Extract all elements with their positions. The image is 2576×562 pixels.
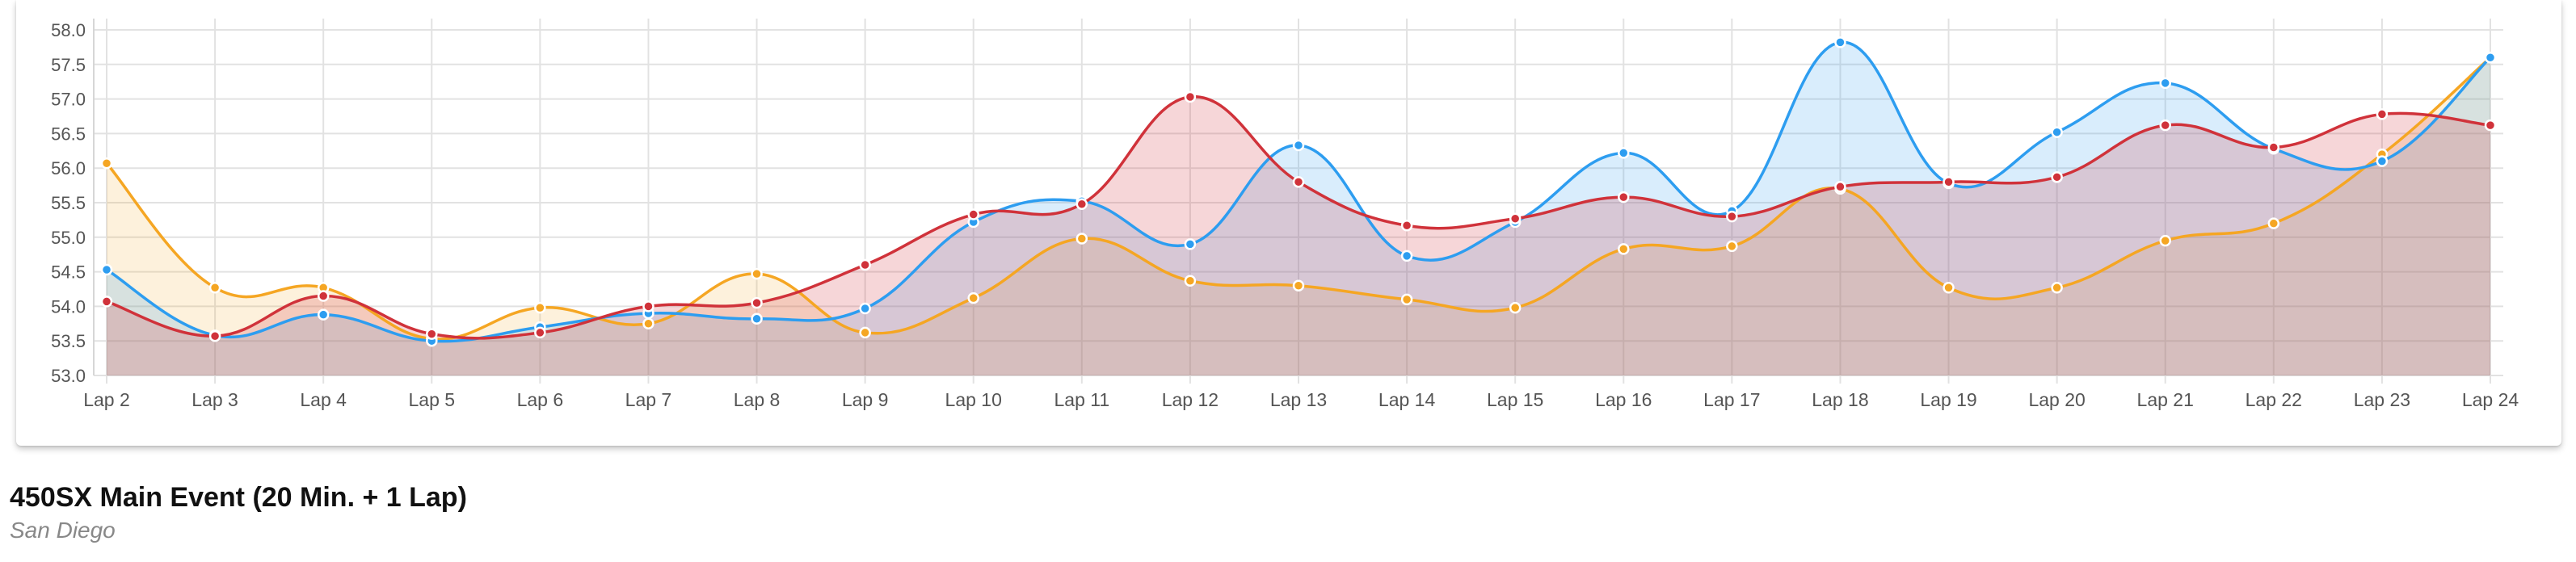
series-3-point <box>534 326 546 339</box>
y-tick-label: 58.0 <box>51 20 86 40</box>
series-2-point <box>317 308 330 321</box>
x-tick-label: Lap 9 <box>842 389 889 410</box>
x-tick-label: Lap 14 <box>1378 389 1436 410</box>
y-tick-label: 57.0 <box>51 90 86 110</box>
series-2-area <box>107 42 2490 375</box>
series-3-line <box>106 95 2491 340</box>
series-3-point <box>1618 191 1630 203</box>
x-tick-label: Lap 19 <box>1920 389 1976 410</box>
x-tick-label: Lap 15 <box>1487 389 1543 410</box>
y-tick-label: 54.5 <box>51 262 86 283</box>
event-caption: 450SX Main Event (20 Min. + 1 Lap) San D… <box>10 481 467 544</box>
series-2-point <box>2376 155 2389 167</box>
series-2-point <box>100 263 113 276</box>
series-1-point <box>1943 282 1955 294</box>
x-tick-label: Lap 5 <box>408 389 455 410</box>
x-tick-label: Lap 12 <box>1162 389 1219 410</box>
x-tick-label: Lap 3 <box>192 389 238 410</box>
series-1-point <box>2051 282 2063 294</box>
series-1-point <box>1618 243 1630 255</box>
series-2-point <box>859 302 871 315</box>
series-3-point <box>426 328 438 340</box>
series-1-point <box>1292 279 1305 291</box>
chart-card: 53.0 53.5 54.0 54.5 55.0 55.5 56.0 56.5 57.0 57.5… <box>16 0 2561 446</box>
grid <box>93 19 2503 384</box>
y-tick-label: 56.0 <box>51 158 86 178</box>
y-tick-label: 55.0 <box>51 228 86 248</box>
series-3-point <box>1834 181 1846 193</box>
series-2-point <box>751 312 763 325</box>
x-tick-label: Lap 4 <box>300 389 347 410</box>
series-2-point <box>1292 139 1305 152</box>
series-3-point <box>2159 119 2171 132</box>
series-2-point <box>1618 147 1630 159</box>
event-location: San Diego <box>10 517 116 543</box>
series-2-point <box>1400 250 1413 262</box>
series-1-point <box>859 326 871 339</box>
series-1-point <box>2159 234 2171 247</box>
series-1-point <box>1184 275 1197 287</box>
x-tick-label: Lap 13 <box>1270 389 1327 410</box>
series-1-point <box>1075 233 1088 245</box>
y-tick-label: 53.0 <box>51 366 86 386</box>
x-tick-label: Lap 18 <box>1812 389 1868 410</box>
y-tick-label: 54.0 <box>51 296 86 317</box>
event-title: 450SX Main Event (20 Min. + 1 Lap) <box>10 482 467 513</box>
series-3-point <box>751 296 763 309</box>
series-3-point <box>859 258 871 271</box>
series-3-point <box>2484 119 2497 132</box>
x-tick-label: Lap 24 <box>2462 389 2519 410</box>
lap-times-chart: 53.0 53.5 54.0 54.5 55.0 55.5 56.0 56.5 57.0 57.5… <box>51 19 2519 410</box>
series-3-point <box>2376 108 2389 120</box>
y-tick-label: 53.5 <box>51 331 86 351</box>
series-2-point <box>2159 77 2171 90</box>
x-tick-label: Lap 22 <box>2246 389 2302 410</box>
series-3-point <box>1184 90 1197 103</box>
x-tick-label: Lap 10 <box>945 389 1002 410</box>
series-1-point <box>967 291 979 304</box>
series-1-point <box>1509 301 1522 314</box>
series-3-point <box>1509 212 1522 224</box>
series-3-point <box>1075 198 1088 210</box>
series-3-point <box>1292 176 1305 188</box>
series-3-point <box>1400 219 1413 232</box>
x-tick-label: Lap 16 <box>1595 389 1652 410</box>
series-3-point <box>2267 141 2280 153</box>
y-tick-label: 56.5 <box>51 124 86 144</box>
series-3-point <box>317 290 330 302</box>
series-2-point <box>2484 51 2497 64</box>
x-tick-label: Lap 7 <box>625 389 672 410</box>
x-tick-label: Lap 11 <box>1054 389 1109 410</box>
series-1-point <box>2267 217 2280 229</box>
series-3-point <box>208 329 221 342</box>
series-1-point <box>642 317 655 330</box>
x-tick-label: Lap 23 <box>2354 389 2410 410</box>
series-1-point <box>534 301 546 314</box>
x-tick-label: Lap 20 <box>2028 389 2085 410</box>
series-1-point <box>100 157 113 170</box>
series-3-point <box>1943 176 1955 188</box>
series-2-point <box>2051 126 2063 138</box>
series-1-point <box>208 282 221 294</box>
series-1-point <box>1400 293 1413 306</box>
series-1-point <box>751 267 763 280</box>
series-3-point <box>1726 210 1738 223</box>
series-2-point <box>1834 36 1846 48</box>
y-tick-label: 57.5 <box>51 55 86 75</box>
series-3-point <box>2051 171 2063 183</box>
series-2-point <box>1184 238 1197 250</box>
x-tick-label: Lap 6 <box>517 389 564 410</box>
series-3-point <box>100 296 113 308</box>
x-tick-label: Lap 8 <box>734 389 781 410</box>
x-tick-label: Lap 21 <box>2137 389 2194 410</box>
series-3-point <box>642 300 655 312</box>
series-3-point <box>967 208 979 220</box>
x-tick-label: Lap 17 <box>1703 389 1760 410</box>
y-tick-label: 55.5 <box>51 193 86 213</box>
x-tick-label: Lap 2 <box>83 389 130 410</box>
series-1-point <box>1726 240 1738 253</box>
